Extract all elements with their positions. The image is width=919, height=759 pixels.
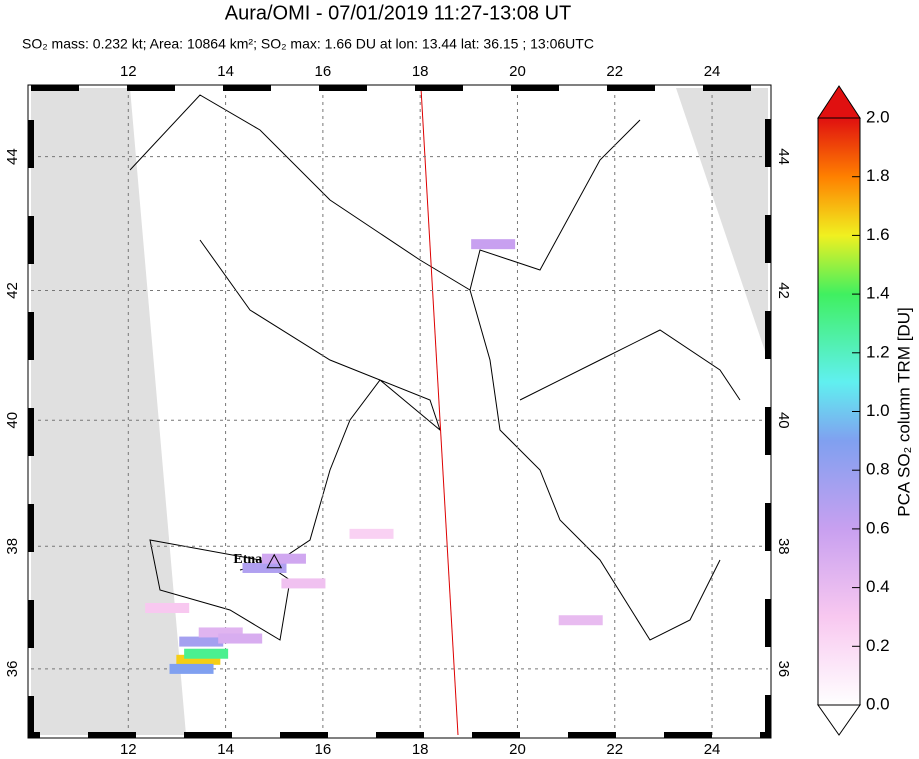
colorbar-tick-label: 1.8 <box>866 166 890 185</box>
colorbar-tick-label: 0.0 <box>866 694 890 713</box>
y-tick-label: 42 <box>775 282 792 299</box>
x-tick-label: 20 <box>509 741 526 758</box>
colorbar-tick-label: 1.4 <box>866 284 890 303</box>
so2-pixel <box>242 562 287 573</box>
colorbar-tick-label: 2.0 <box>866 107 890 126</box>
colorbar-tick-label: 0.8 <box>866 460 890 479</box>
so2-pixel <box>218 633 263 644</box>
x-tick-label: 16 <box>315 63 332 80</box>
y-tick-label: 38 <box>4 538 21 555</box>
map-frame <box>28 85 771 738</box>
plot-area <box>31 87 768 736</box>
y-tick-label: 40 <box>775 412 792 429</box>
y-tick-label: 38 <box>775 538 792 555</box>
x-tick-label: 12 <box>120 741 137 758</box>
colorbar-tick-label: 0.6 <box>866 518 890 537</box>
y-tick-label: 44 <box>4 148 21 165</box>
x-tick-label: 14 <box>217 741 234 758</box>
so2-pixel <box>145 602 190 613</box>
y-tick-label: 36 <box>4 661 21 678</box>
x-tick-label: 24 <box>704 741 721 758</box>
so2-pixel <box>169 663 214 674</box>
title: Aura/OMI - 07/01/2019 11:27-13:08 UT <box>225 2 572 24</box>
x-tick-label: 18 <box>412 63 429 80</box>
so2-pixel <box>184 648 229 659</box>
y-tick-label: 36 <box>775 661 792 678</box>
colorbar-tick-label: 1.2 <box>866 342 890 361</box>
so2-pixel <box>176 654 221 665</box>
so2-pixel <box>281 578 326 589</box>
x-tick-label: 22 <box>606 63 623 80</box>
colorbar-tick-label: 0.4 <box>866 577 890 596</box>
orbit-track <box>420 87 459 736</box>
so2-pixel <box>198 627 243 638</box>
x-tick-label: 22 <box>606 741 623 758</box>
colorbar-label: PCA SO₂ column TRM [DU] <box>894 307 913 516</box>
x-tick-label: 18 <box>412 741 429 758</box>
colorbar-extend-max <box>817 85 861 119</box>
x-tick-label: 14 <box>217 63 234 80</box>
so2-pixel <box>349 528 394 539</box>
coastline <box>129 94 741 641</box>
x-tick-label: 24 <box>704 63 721 80</box>
volcano-label: Etna <box>233 552 262 567</box>
x-tick-label: 12 <box>120 63 137 80</box>
colorbar-extend-min <box>817 704 861 736</box>
y-tick-label: 40 <box>4 412 21 429</box>
map-frame-outline <box>27 84 772 739</box>
so2-pixel <box>261 553 306 564</box>
colorbar-tick-label: 0.2 <box>866 636 890 655</box>
colorbar-tick-label: 1.6 <box>866 225 890 244</box>
x-tick-label: 20 <box>509 63 526 80</box>
volcano-marker <box>266 553 283 569</box>
so2-pixel <box>558 615 603 626</box>
x-tick-label: 16 <box>315 741 332 758</box>
no-data-swath <box>31 88 186 735</box>
y-tick-label: 42 <box>4 282 21 299</box>
so2-pixel <box>471 239 516 250</box>
so2-pixel <box>179 636 224 647</box>
no-data-swath <box>676 88 768 360</box>
colorbar-tick-label: 1.0 <box>866 401 890 420</box>
subtitle: SO₂ mass: 0.232 kt; Area: 10864 km²; SO₂… <box>22 36 594 52</box>
y-tick-label: 44 <box>775 148 792 165</box>
